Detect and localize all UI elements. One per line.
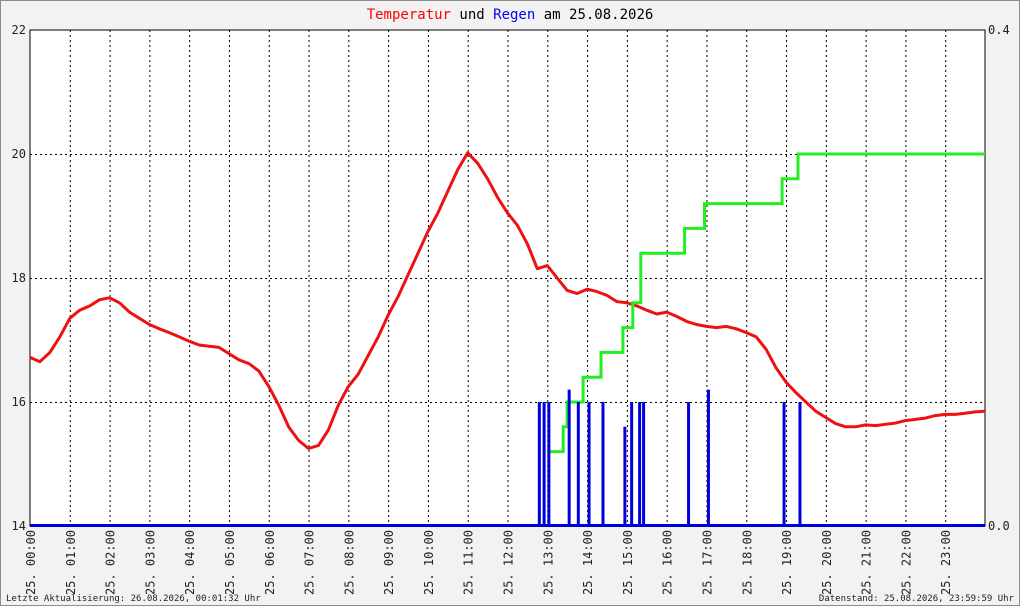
y-left-tick-label: 16 [12,395,26,409]
x-tick-label: 25. 10:00 [422,530,436,595]
title-regen: Regen [493,7,535,23]
x-tick-label: 25. 06:00 [263,530,277,595]
x-tick-label: 25. 18:00 [740,530,754,595]
title-und: und [451,7,493,23]
x-tick-label: 25. 02:00 [104,530,118,595]
x-tick-label: 25. 17:00 [700,530,714,595]
y-right-tick-label: 0.4 [988,23,1010,37]
y-right-tick-label: 0.0 [988,519,1010,533]
y-axis-labels: 14 16 18 20 22 0.0 0.4 [12,23,1010,533]
x-tick-label: 25. 11:00 [462,530,476,595]
x-tick-label: 25. 14:00 [581,530,595,595]
x-tick-label: 25. 01:00 [64,530,78,595]
footer-last-update: Letzte Aktualisierung: 26.08.2026, 00:01… [6,594,261,604]
title-date: am 25.08.2026 [535,7,653,23]
y-left-tick-label: 14 [12,519,26,533]
x-tick-label: 25. 21:00 [860,530,874,595]
x-tick-label: 25. 20:00 [820,530,834,595]
y-left-tick-label: 20 [12,147,26,161]
x-tick-label: 25. 07:00 [303,530,317,595]
x-tick-label: 25. 19:00 [780,530,794,595]
footer-data-status: Datenstand: 25.08.2026, 23:59:59 Uhr [819,594,1015,604]
x-tick-label: 25. 09:00 [382,530,396,595]
temperature-line [29,151,986,450]
x-tick-label: 25. 22:00 [899,530,913,595]
x-tick-label: 25. 12:00 [502,530,516,595]
title-temperatur: Temperatur [367,7,451,23]
x-tick-label: 25. 16:00 [661,530,675,595]
x-tick-label: 25. 03:00 [143,530,157,595]
x-axis-labels: 25. 00:00 25. 01:00 25. 02:00 25. 03:00 25. … [24,530,953,595]
x-tick-label: 25. 23:00 [939,530,953,595]
y-left-tick-label: 18 [12,271,26,285]
x-tick-label: 25. 13:00 [541,530,555,595]
rain-cumulative-line [547,152,985,454]
x-tick-label: 25. 05:00 [223,530,237,595]
x-tick-label: 25. 04:00 [183,530,197,595]
x-tick-label: 25. 15:00 [621,530,635,595]
series-layer [29,151,986,527]
y-left-tick-label: 22 [12,23,26,37]
x-tick-label: 25. 08:00 [342,530,356,595]
chart-title: Temperatur und Regen am 25.08.2026 [367,7,654,23]
x-tick-label: 25. 00:00 [24,530,38,595]
